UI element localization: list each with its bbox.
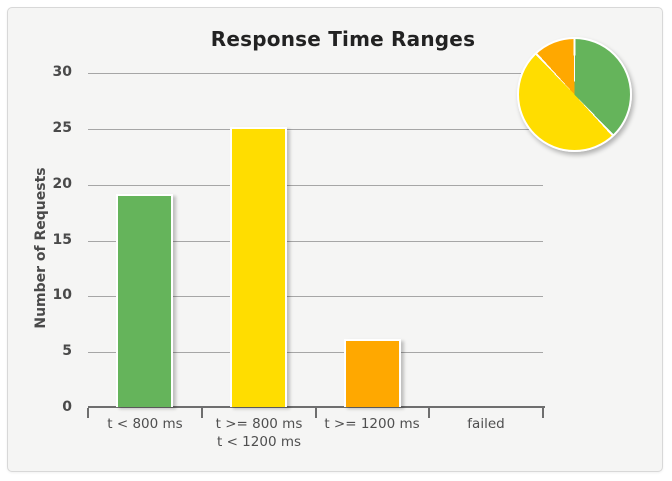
x-category-label-line: t >= 1200 ms (324, 416, 420, 432)
chart-title: Response Time Ranges (210, 27, 476, 51)
y-tick-label-20: 20 (52, 175, 72, 192)
x-tick-4 (542, 408, 544, 418)
gridline-20 (88, 184, 543, 186)
x-category-label-0: t < 800 ms (70, 415, 220, 433)
gridline-30 (88, 73, 543, 74)
x-category-label-line: t < 800 ms (107, 416, 183, 432)
y-tick-label-15: 15 (52, 231, 72, 248)
gridline-25 (88, 128, 543, 130)
x-category-label-line: t < 1200 ms (216, 434, 302, 450)
y-tick-label-30: 30 (52, 64, 72, 80)
gridline-5 (88, 352, 543, 354)
x-category-label-2: t >= 1200 ms (297, 415, 447, 433)
x-category-label-3: failed (411, 415, 561, 433)
x-category-label-line: t >= 800 ms (215, 416, 303, 432)
gridline-15 (88, 240, 543, 242)
pie-chart (517, 37, 632, 152)
bar-1 (230, 127, 287, 407)
x-tick-0 (87, 408, 89, 418)
x-tick-3 (428, 408, 430, 418)
y-tick-label-0: 0 (62, 399, 72, 415)
x-tick-1 (201, 408, 203, 418)
x-tick-2 (315, 408, 317, 418)
bar-0 (116, 194, 173, 407)
x-category-label-1: t >= 800 ms t < 1200 ms (184, 415, 334, 451)
x-category-label-line: failed (467, 416, 505, 432)
x-axis-line (88, 406, 545, 408)
y-tick-label-10: 10 (52, 287, 72, 304)
plot-area (88, 73, 543, 408)
gridline-10 (88, 296, 543, 298)
y-tick-label-5: 5 (62, 343, 72, 360)
y-tick-label-25: 25 (52, 119, 72, 136)
bar-2 (344, 339, 401, 407)
